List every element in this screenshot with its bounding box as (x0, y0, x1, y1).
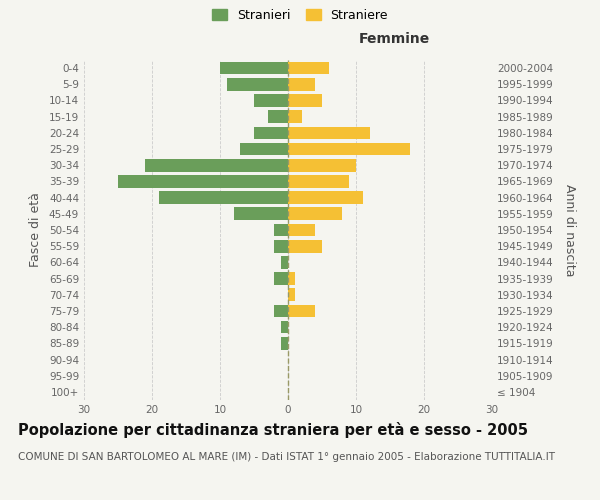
Bar (288, 78, 315, 90)
Bar (281, 337, 288, 349)
Bar (288, 175, 349, 188)
Text: Femmine: Femmine (358, 32, 430, 46)
Bar (274, 272, 288, 285)
Bar (288, 208, 343, 220)
Bar (288, 159, 356, 172)
Bar (274, 224, 288, 236)
Bar (233, 208, 288, 220)
Bar (288, 62, 329, 74)
Bar (274, 240, 288, 252)
Bar (288, 142, 410, 156)
Y-axis label: Fasce di età: Fasce di età (29, 192, 42, 268)
Bar (288, 192, 363, 204)
Bar (159, 192, 288, 204)
Bar (281, 256, 288, 268)
Bar (118, 175, 288, 188)
Bar (288, 304, 315, 318)
Text: COMUNE DI SAN BARTOLOMEO AL MARE (IM) - Dati ISTAT 1° gennaio 2005 - Elaborazion: COMUNE DI SAN BARTOLOMEO AL MARE (IM) - … (18, 452, 555, 462)
Bar (274, 304, 288, 318)
Bar (281, 321, 288, 334)
Bar (145, 159, 288, 172)
Bar (268, 110, 288, 123)
Y-axis label: Anni di nascita: Anni di nascita (563, 184, 576, 276)
Bar (254, 94, 288, 107)
Bar (288, 240, 322, 252)
Text: Popolazione per cittadinanza straniera per età e sesso - 2005: Popolazione per cittadinanza straniera p… (18, 422, 528, 438)
Bar (288, 110, 302, 123)
Bar (254, 126, 288, 139)
Bar (288, 126, 370, 139)
Bar (227, 78, 288, 90)
Legend: Stranieri, Straniere: Stranieri, Straniere (209, 6, 391, 24)
Bar (288, 288, 295, 301)
Bar (220, 62, 288, 74)
Bar (288, 94, 322, 107)
Bar (288, 224, 315, 236)
Bar (241, 142, 288, 156)
Bar (288, 272, 295, 285)
